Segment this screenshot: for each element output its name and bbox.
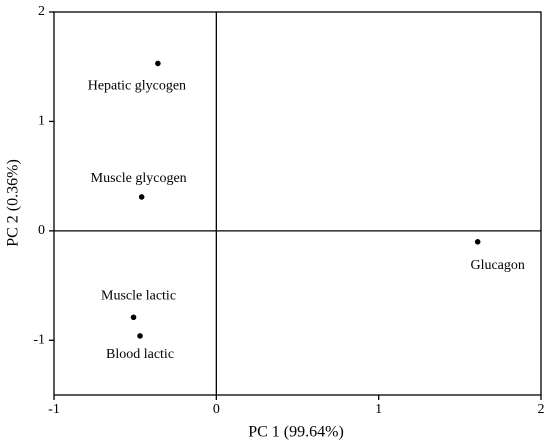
x-axis-label: PC 1 (99.64%) — [248, 424, 344, 441]
x-tick-label: -1 — [48, 402, 60, 417]
point-label: Hepatic glycogen — [88, 79, 186, 94]
plot-frame — [53, 11, 542, 396]
x-tick-label: 1 — [375, 402, 382, 417]
point-label: Muscle glycogen — [91, 171, 187, 186]
y-tick-label: 1 — [38, 114, 45, 129]
x-tick-label: 2 — [538, 402, 545, 417]
point — [155, 60, 161, 67]
x-tick-label: 0 — [213, 402, 220, 417]
point-label: Glucagon — [470, 258, 524, 273]
point-label: Blood lactic — [106, 347, 174, 362]
y-tick-label: 2 — [38, 4, 45, 19]
point — [474, 239, 481, 245]
y-axis-label: PC 2 (0.36%) — [5, 159, 22, 247]
point — [130, 314, 137, 321]
point-label: Muscle lactic — [101, 289, 176, 304]
y-tick-label: -1 — [33, 333, 45, 348]
point — [138, 194, 145, 200]
y-tick-label: 0 — [38, 223, 45, 238]
point — [137, 333, 143, 339]
